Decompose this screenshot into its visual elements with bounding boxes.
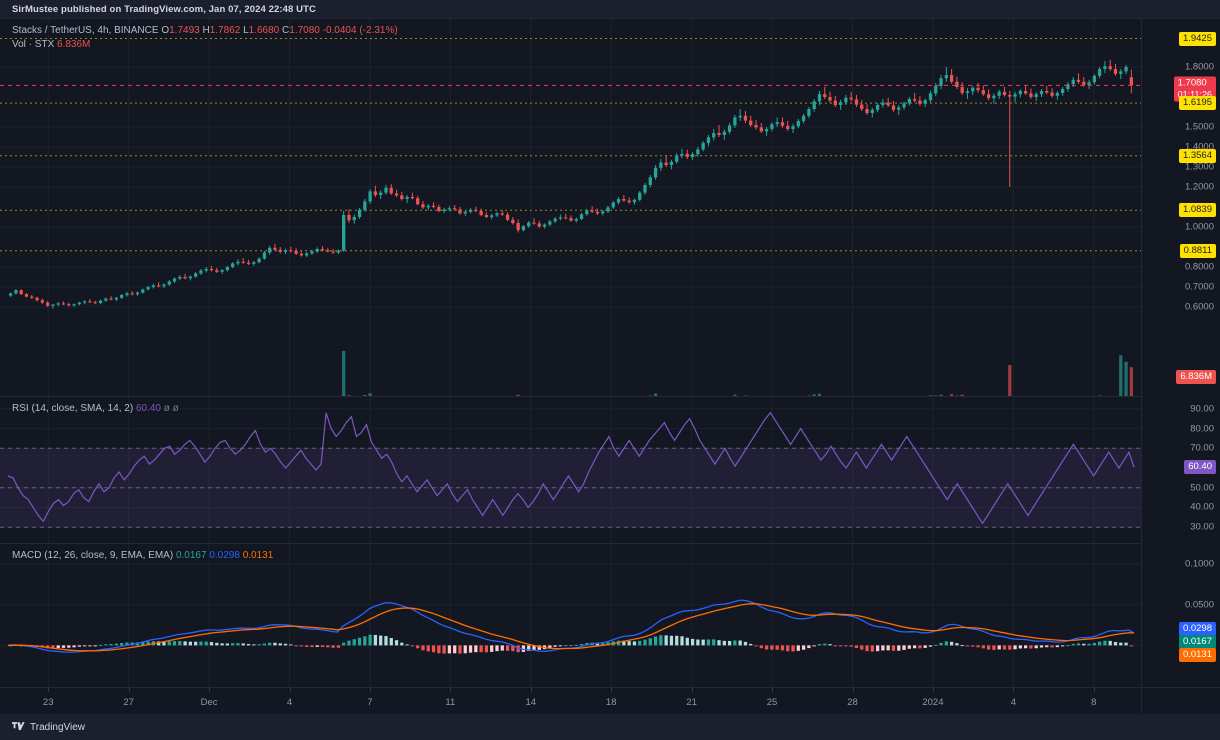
price-canvas [0,19,1142,396]
time-tick-Dec: Dec [200,697,218,708]
high-label: H [202,25,210,36]
time-axis-spacer [1141,688,1220,714]
time-tickmark [611,688,613,692]
time-tickmark [1093,688,1095,692]
volume-label[interactable]: Vol · STX [12,39,55,50]
time-tickmark [209,688,211,692]
time-tick-7: 7 [367,697,373,708]
time-tick-11: 11 [445,697,456,708]
time-tickmark [128,688,130,692]
volume-value: 6.836M [57,39,91,50]
rsi-legend: RSI (14, close, SMA, 14, 2) 60.40 ø ø [12,402,179,415]
macd-signal-value: 0.0131 [242,550,274,561]
change-value: -0.0404 [322,25,357,36]
time-tickmark [369,688,371,692]
time-tick-28: 28 [847,697,858,708]
macd-title[interactable]: MACD (12, 26, close, 9, EMA, EMA) [12,550,174,561]
time-tick-14: 14 [525,697,537,708]
open-value: 1.7493 [169,25,200,36]
close-label: C [282,25,290,36]
time-tickmark [932,688,934,692]
rsi-plot[interactable] [0,397,1142,543]
time-tick-4: 4 [1010,697,1016,708]
macd-pane[interactable]: MACD (12, 26, close, 9, EMA, EMA) 0.0167… [0,543,1220,687]
rsi-pane[interactable]: RSI (14, close, SMA, 14, 2) 60.40 ø ø [0,396,1220,543]
footer-bar: TradingView [0,714,1220,740]
chart-body: Stacks / TetherUS, 4h, BINANCE O1.7493 H… [0,18,1220,687]
time-tickmark [530,688,532,692]
time-tick-27: 27 [123,697,134,708]
time-tick-2024: 2024 [922,697,944,708]
low-label: L [243,25,249,36]
high-value: 1.7862 [209,25,241,36]
time-tickmark [289,688,291,692]
macd-line-value: 0.0298 [209,550,240,561]
price-pane[interactable]: Stacks / TetherUS, 4h, BINANCE O1.7493 H… [0,19,1220,396]
rsi-canvas [0,397,1142,543]
time-tick-8: 8 [1091,697,1097,708]
time-tick-21: 21 [686,697,697,708]
publisher-text: SirMustee published on TradingView.com, … [12,3,316,15]
time-tickmark [691,688,693,692]
time-tickmark [772,688,774,692]
time-tick-4: 4 [286,697,293,708]
time-tickmark [852,688,854,692]
macd-hist-value: 0.0167 [175,550,207,561]
symbol-label[interactable]: Stacks / TetherUS, 4h, BINANCE [12,25,159,36]
time-tickmark [1013,688,1015,692]
publisher-strip: SirMustee published on TradingView.com, … [0,0,1220,18]
time-tickmark [450,688,452,692]
price-plot[interactable] [0,19,1142,396]
rsi-ghost-1: ø [163,403,170,414]
macd-canvas [0,544,1142,687]
time-tickmark [48,688,50,692]
time-tick-23: 23 [42,697,54,708]
time-axis[interactable]: 23 27 Dec 4 7 11 14 18 21 25 28 2024 4 8 [0,687,1220,714]
rsi-ghost-2: ø [172,403,179,414]
tradingview-logo-icon [12,722,25,732]
footer-brand: TradingView [30,721,86,733]
rsi-value: 60.40 [135,403,161,414]
time-tick-18: 18 [605,697,617,708]
low-value: 1.6680 [248,25,280,36]
time-tick-25: 25 [766,697,778,708]
change-percent: (-2.31%) [359,25,398,36]
macd-plot[interactable] [0,544,1142,687]
open-label: O [161,25,170,36]
macd-legend: MACD (12, 26, close, 9, EMA, EMA) 0.0167… [12,549,273,562]
price-legend: Stacks / TetherUS, 4h, BINANCE O1.7493 H… [12,24,398,51]
rsi-title[interactable]: RSI (14, close, SMA, 14, 2) [12,403,134,414]
close-value: 1.7080 [289,25,320,36]
